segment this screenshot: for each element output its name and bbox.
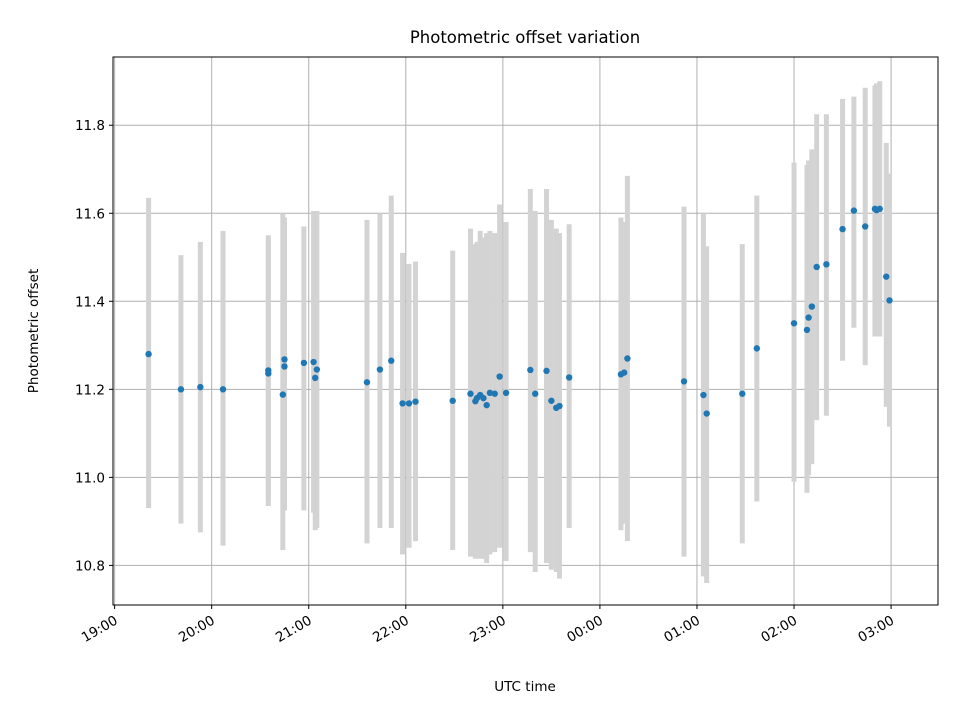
y-tick-label: 11.8 bbox=[75, 118, 105, 134]
data-point bbox=[265, 367, 272, 374]
data-point bbox=[502, 389, 510, 397]
data-point bbox=[680, 378, 688, 385]
data-point bbox=[624, 355, 631, 362]
data-point bbox=[808, 303, 816, 310]
data-point bbox=[480, 394, 487, 402]
data-point bbox=[300, 359, 308, 367]
data-point bbox=[279, 391, 287, 398]
y-tick-label: 11.6 bbox=[75, 206, 105, 222]
data-point bbox=[883, 273, 890, 280]
data-point bbox=[496, 373, 503, 380]
data-point bbox=[565, 374, 573, 381]
data-point bbox=[527, 366, 534, 374]
y-tick-label: 11.0 bbox=[75, 470, 105, 486]
data-point bbox=[412, 398, 419, 405]
data-point bbox=[449, 397, 456, 404]
data-point bbox=[876, 205, 883, 213]
y-tick-label: 10.8 bbox=[75, 558, 105, 574]
grid bbox=[113, 57, 938, 605]
data-point bbox=[491, 390, 498, 397]
data-point bbox=[839, 225, 846, 233]
data-point bbox=[543, 367, 550, 375]
data-point bbox=[862, 223, 869, 230]
data-point bbox=[405, 400, 413, 407]
data-point bbox=[850, 207, 858, 214]
data-point bbox=[886, 297, 893, 304]
data-point bbox=[281, 363, 288, 370]
data-points bbox=[145, 205, 893, 417]
data-point bbox=[483, 401, 490, 409]
data-point bbox=[281, 356, 288, 363]
data-point bbox=[313, 366, 321, 373]
data-point bbox=[700, 391, 707, 399]
data-point bbox=[486, 389, 494, 397]
data-point bbox=[310, 358, 317, 366]
data-point bbox=[363, 379, 371, 386]
chart-title: Photometric offset variation bbox=[410, 28, 640, 47]
data-point bbox=[197, 383, 204, 391]
data-point bbox=[823, 261, 830, 268]
data-point bbox=[399, 400, 406, 407]
x-axis-label: UTC time bbox=[494, 679, 556, 695]
data-point bbox=[312, 374, 319, 382]
data-point bbox=[376, 366, 384, 373]
data-point bbox=[548, 397, 555, 404]
data-point bbox=[177, 386, 185, 393]
data-point bbox=[556, 402, 563, 410]
data-point bbox=[813, 263, 820, 271]
y-tick-label: 11.4 bbox=[75, 294, 105, 310]
plot-frame bbox=[112, 56, 939, 606]
data-point bbox=[532, 390, 539, 397]
y-axis-label: Photometric offset bbox=[26, 269, 42, 393]
data-point bbox=[467, 390, 474, 397]
data-point bbox=[620, 369, 628, 376]
data-point bbox=[739, 390, 746, 397]
data-point bbox=[805, 314, 812, 321]
data-point bbox=[703, 410, 710, 417]
data-point bbox=[145, 350, 152, 358]
data-point bbox=[388, 357, 395, 364]
y-tick-label: 11.2 bbox=[75, 382, 105, 398]
data-point bbox=[219, 386, 227, 393]
data-point bbox=[790, 320, 798, 327]
data-point bbox=[803, 326, 811, 334]
data-point bbox=[753, 345, 761, 352]
